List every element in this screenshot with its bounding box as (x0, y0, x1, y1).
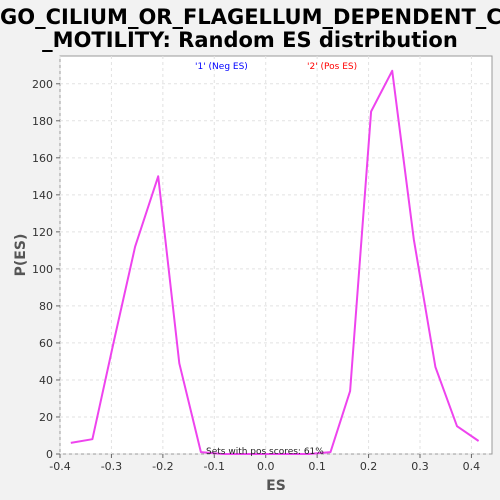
x-axis-label: ES (266, 478, 286, 494)
y-tick-label: 140 (32, 189, 53, 202)
legend-pos-es: '2' (Pos ES) (307, 62, 357, 72)
x-tick-label: -0.1 (204, 460, 225, 473)
y-tick-label: 180 (32, 115, 53, 128)
x-tick-label: -0.4 (49, 460, 70, 473)
chart-title-line-1: GO_CILIUM_OR_FLAGELLUM_DEPENDENT_CELL (0, 5, 500, 29)
x-tick-label: 0.1 (308, 460, 326, 473)
y-tick-label: 200 (32, 78, 53, 91)
x-tick-label: 0.4 (463, 460, 481, 473)
y-tick-label: 80 (39, 300, 53, 313)
x-tick-label: 0.3 (411, 460, 429, 473)
y-tick-label: 160 (32, 152, 53, 165)
y-tick-label: 60 (39, 337, 53, 350)
y-axis-label: P(ES) (13, 234, 29, 277)
series-group (70, 69, 480, 455)
plot-area (59, 55, 493, 455)
axes: -0.4 -0.3 -0.2 -0.1 0.0 0.1 0.2 0.3 0.4 0 20 40 60 80… (32, 78, 480, 473)
es-distribution-line (70, 69, 480, 455)
y-tick-label: 20 (39, 411, 53, 424)
y-tick-label: 40 (39, 374, 53, 387)
x-tick-label: -0.3 (101, 460, 122, 473)
x-tick-label: 0.0 (257, 460, 275, 473)
y-tick-label: 0 (46, 448, 53, 461)
grid (59, 56, 492, 455)
y-tick-label: 100 (32, 263, 53, 276)
chart-title-line-2: _MOTILITY: Random ES distribution (42, 28, 458, 52)
x-tick-label: 0.2 (360, 460, 378, 473)
y-tick-label: 120 (32, 226, 53, 239)
annotation-pos-scores: Sets with pos scores: 61% (206, 447, 324, 457)
x-tick-label: -0.2 (152, 460, 173, 473)
legend-neg-es: '1' (Neg ES) (195, 62, 248, 72)
